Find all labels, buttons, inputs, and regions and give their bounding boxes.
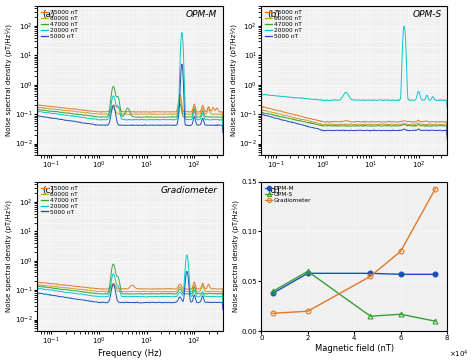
OPM-S [270,289,276,293]
Y-axis label: Noise spectral density (pT/Hz½): Noise spectral density (pT/Hz½) [6,200,12,312]
Legend: 75000 nT, 60000 nT, 47000 nT, 20000 nT, 5000 nT: 75000 nT, 60000 nT, 47000 nT, 20000 nT, … [264,8,303,40]
Gradiometer [433,186,438,191]
Text: (b): (b) [267,10,280,19]
Text: OPM-S: OPM-S [412,10,441,19]
OPM-M [270,291,276,296]
Gradiometer [305,309,310,313]
Line: Gradiometer: Gradiometer [271,186,438,316]
OPM-M [368,271,374,276]
Text: (d): (d) [267,186,280,195]
OPM-M [433,272,438,277]
Text: (c): (c) [43,186,55,195]
Y-axis label: Noise spectral density (pT/Hz½): Noise spectral density (pT/Hz½) [230,24,237,136]
Line: OPM-S: OPM-S [271,269,438,324]
Y-axis label: Noise spectral density (pT/Hz½): Noise spectral density (pT/Hz½) [232,200,238,312]
Text: Gradiometer: Gradiometer [160,186,217,195]
Text: OPM-M: OPM-M [186,10,217,19]
OPM-S [305,269,310,273]
Text: $\times10^4$: $\times10^4$ [449,349,469,360]
X-axis label: Frequency (Hz): Frequency (Hz) [98,349,162,359]
Gradiometer [368,274,374,278]
Gradiometer [398,249,403,254]
Gradiometer [270,311,276,316]
Legend: 75000 nT, 60000 nT, 47000 nT, 20000 nT, 5000 nT: 75000 nT, 60000 nT, 47000 nT, 20000 nT, … [40,8,79,40]
Legend: OPM-M, OPM-S, Gradiometer: OPM-M, OPM-S, Gradiometer [264,185,313,204]
OPM-S [398,312,403,316]
X-axis label: Magnetic field (nT): Magnetic field (nT) [315,344,394,353]
Line: OPM-M: OPM-M [271,271,438,296]
OPM-S [433,319,438,323]
OPM-M [305,271,310,276]
Text: (a): (a) [43,10,55,19]
Legend: 75000 nT, 60000 nT, 47000 nT, 20000 nT, 5000 nT: 75000 nT, 60000 nT, 47000 nT, 20000 nT, … [40,185,79,216]
Y-axis label: Noise spectral density (pT/Hz½): Noise spectral density (pT/Hz½) [6,24,12,136]
OPM-M [398,272,403,277]
OPM-S [368,314,374,318]
